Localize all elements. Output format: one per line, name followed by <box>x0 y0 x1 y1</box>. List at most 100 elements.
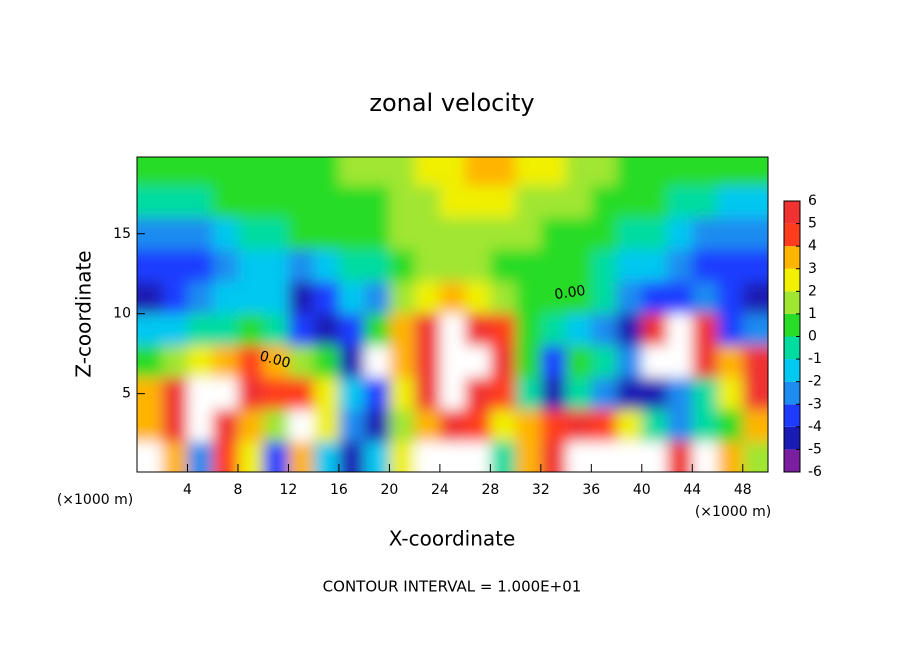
y-tick-label: 5 <box>122 386 131 402</box>
heat-cell <box>490 249 517 283</box>
heat-cell <box>414 345 441 379</box>
heat-cell <box>591 249 618 283</box>
heat-cell <box>137 313 163 347</box>
heat-cell <box>540 377 567 411</box>
heat-cell <box>162 313 188 347</box>
heat-cell <box>212 377 239 411</box>
heat-cell <box>288 281 315 315</box>
heat-cell <box>288 217 315 251</box>
heat-cell <box>540 249 567 283</box>
heat-cell <box>237 409 264 443</box>
heat-cell <box>389 249 416 283</box>
chart-title: zonal velocity <box>369 89 534 117</box>
colorbar-tick-label: 0 <box>808 329 817 345</box>
heat-cell <box>313 217 340 251</box>
heat-cell <box>692 281 719 315</box>
heat-cell <box>288 157 315 187</box>
heat-cell <box>187 185 214 219</box>
heat-cell <box>263 185 289 219</box>
heat-cell <box>591 441 618 472</box>
heat-cell <box>389 409 416 443</box>
heat-cell <box>439 281 466 315</box>
heat-cell <box>212 313 239 347</box>
heat-cell <box>212 409 239 443</box>
heat-cell <box>187 281 214 315</box>
heat-cell <box>717 377 744 411</box>
heat-cell <box>566 409 592 443</box>
heat-cell <box>313 345 340 379</box>
heat-cell <box>742 313 768 347</box>
heat-cell <box>162 185 188 219</box>
heat-cell <box>338 313 365 347</box>
heat-cell <box>137 281 163 315</box>
x-tick-label: 4 <box>183 482 192 498</box>
heat-cell <box>490 157 517 187</box>
heat-cell <box>591 313 618 347</box>
heat-cell <box>692 313 719 347</box>
heat-cell <box>692 345 719 379</box>
heat-cell <box>414 377 441 411</box>
heat-cell <box>717 185 744 219</box>
heat-cell <box>742 157 768 187</box>
heat-cell <box>237 281 264 315</box>
heat-cell <box>338 249 365 283</box>
colorbar-swatch <box>784 426 800 450</box>
heat-cell <box>263 377 289 411</box>
heat-cell <box>742 217 768 251</box>
heat-cell <box>313 377 340 411</box>
heat-cell <box>263 281 289 315</box>
heat-cell <box>414 409 441 443</box>
heat-cell <box>591 281 618 315</box>
heat-cell <box>465 345 491 379</box>
heat-cell <box>237 249 264 283</box>
heat-cell <box>439 441 466 472</box>
heat-cell <box>162 441 188 472</box>
heat-cell <box>212 249 239 283</box>
heat-cell <box>263 217 289 251</box>
heat-cell <box>616 313 643 347</box>
heat-cell <box>212 345 239 379</box>
heat-cell <box>515 185 542 219</box>
heat-cell <box>162 217 188 251</box>
heat-cell <box>187 441 214 472</box>
heat-cell <box>616 377 643 411</box>
heat-cell <box>137 185 163 219</box>
heat-cell <box>641 281 668 315</box>
heat-cell <box>263 157 289 187</box>
heat-cell <box>162 345 188 379</box>
heat-cell <box>641 157 668 187</box>
heat-cell <box>717 313 744 347</box>
heat-cell <box>162 409 188 443</box>
heat-cell <box>616 157 643 187</box>
heat-cell <box>742 345 768 379</box>
heat-cell <box>212 217 239 251</box>
heat-cell <box>212 441 239 472</box>
heat-cell <box>667 281 693 315</box>
x-tick-label: 32 <box>532 482 550 498</box>
heat-cell <box>515 441 542 472</box>
contour-label: 0.00 <box>553 283 586 303</box>
heat-cell <box>137 345 163 379</box>
heat-cell <box>237 313 264 347</box>
heat-cell <box>540 281 567 315</box>
x-tick-label: 12 <box>280 482 298 498</box>
heat-cell <box>364 313 390 347</box>
heat-cell <box>692 157 719 187</box>
heat-cell <box>692 377 719 411</box>
heat-cell <box>364 281 390 315</box>
x-tick-label: 8 <box>233 482 242 498</box>
x-tick-label: 36 <box>582 482 600 498</box>
heat-cell <box>162 377 188 411</box>
heat-cell <box>414 157 441 187</box>
colorbar-swatch <box>784 404 800 427</box>
heat-cell <box>717 281 744 315</box>
heat-cell <box>566 185 592 219</box>
heat-cell <box>263 313 289 347</box>
heat-cell <box>439 217 466 251</box>
heat-cell <box>414 313 441 347</box>
colorbar-tick-label: -6 <box>808 464 822 480</box>
heat-cell <box>338 377 365 411</box>
heat-cell <box>389 157 416 187</box>
colorbar-swatch <box>784 449 800 472</box>
heat-cell <box>540 441 567 472</box>
